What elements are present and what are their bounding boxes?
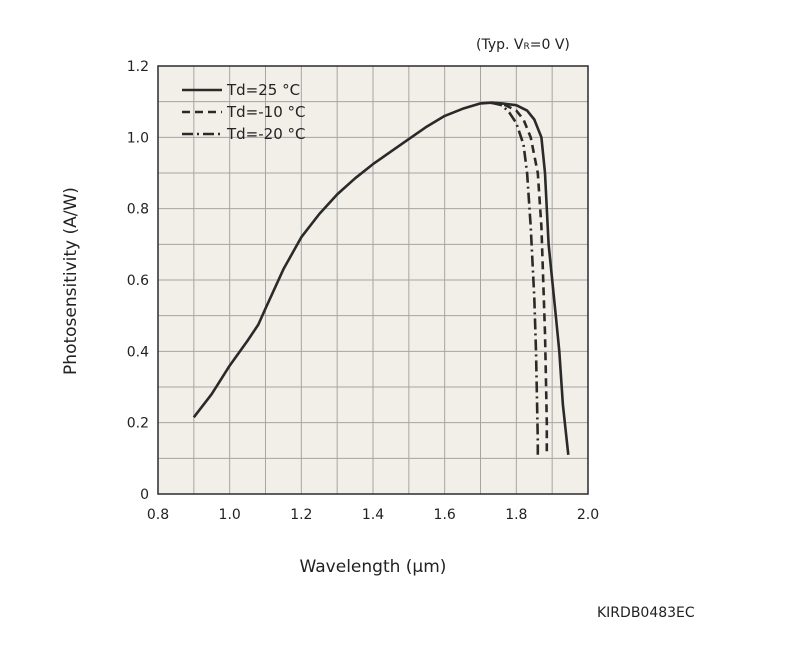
series-lines [192, 101, 570, 455]
x-tick-label: 1.4 [362, 507, 384, 523]
x-tick-label: 1.8 [505, 507, 527, 523]
legend: Td=25 °C Td=-10 °C Td=-20 °C [182, 81, 306, 143]
y-tick-label: 0.4 [127, 344, 149, 360]
figure-code: KIRDB0483EC [597, 605, 695, 621]
conditions-suffix: =0 V) [529, 37, 570, 53]
legend-label-2: Td=-10 °C [226, 103, 306, 121]
y-axis-title: Photosensitivity (A/W) [61, 187, 81, 375]
legend-label-3: Td=-20 °C [226, 125, 306, 143]
conditions-subscript: R [523, 42, 530, 52]
y-tick-label: 0.6 [127, 273, 149, 289]
plot-frame [157, 65, 589, 495]
x-tick-label: 1.2 [290, 507, 312, 523]
y-axis-ticks: 0 0.2 0.4 0.6 0.8 1.0 1.2 [127, 59, 149, 503]
y-tick-label: 0 [140, 487, 149, 503]
x-tick-label: 0.8 [147, 507, 169, 523]
conditions-prefix: (Typ. V [476, 37, 524, 53]
series-line-1 [192, 101, 570, 455]
x-tick-label: 1.0 [219, 507, 241, 523]
x-tick-label: 2.0 [577, 507, 599, 523]
y-tick-label: 1.2 [127, 59, 149, 75]
measurement-conditions: (Typ. VR=0 V) [476, 37, 570, 53]
series-line-3 [491, 101, 540, 455]
legend-label-1: Td=25 °C [226, 81, 300, 99]
x-tick-label: 1.6 [434, 507, 456, 523]
x-axis-ticks: 0.8 1.0 1.2 1.4 1.6 1.8 2.0 [147, 507, 599, 523]
y-tick-label: 0.2 [127, 416, 149, 432]
y-tick-label: 0.8 [127, 202, 149, 218]
series-line-2 [491, 101, 549, 455]
x-axis-title: Wavelength (µm) [300, 557, 447, 577]
y-tick-label: 1.0 [127, 130, 149, 146]
